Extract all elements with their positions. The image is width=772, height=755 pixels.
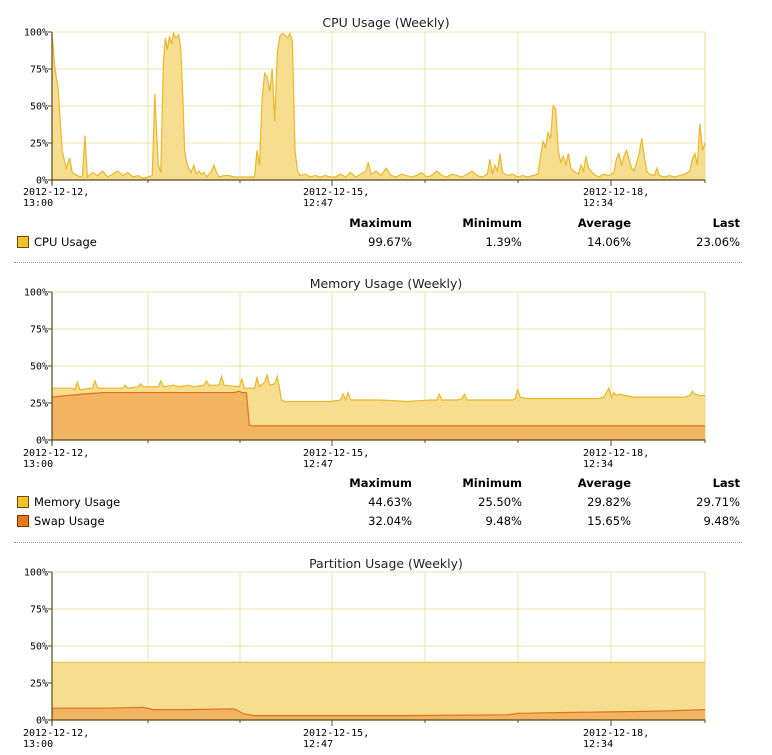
y-tick-label: 75%	[30, 325, 48, 336]
x-tick-label: 2012-12-15, 12:47	[303, 448, 370, 470]
x-tick-label: 2012-12-18, 12:34	[583, 728, 650, 750]
y-tick-label: 50%	[30, 102, 48, 113]
stat-header-average: Average	[577, 476, 631, 490]
stat-value: 1.39%	[485, 235, 522, 249]
stat-value: 23.06%	[696, 235, 740, 249]
cpu-usage-chart: 100% 75% 50% 25% 0%	[24, 28, 706, 187]
y-tick-label: 25%	[30, 399, 48, 410]
y-tick-label: 75%	[30, 65, 48, 76]
series-line	[51, 31, 706, 180]
x-tick-label: 2012-12-12, 13:00	[23, 448, 90, 470]
y-tick-label: 50%	[30, 362, 48, 373]
chart-title: Memory Usage (Weekly)	[309, 276, 463, 291]
stat-value: 32.04%	[368, 514, 412, 528]
cpu-usage-panel: CPU Usage (Weekly) 100% 75% 50% 25% 0% 2012-…	[0, 0, 772, 262]
y-tick-label: 25%	[30, 139, 48, 150]
stat-value: 44.63%	[368, 495, 412, 509]
stat-value: 25.50%	[478, 495, 522, 509]
separator	[14, 542, 742, 543]
memory-usage-chart: 100% 75% 50% 25% 0%	[24, 288, 706, 447]
y-tick-label: 0%	[36, 436, 48, 447]
stat-value: 29.82%	[587, 495, 631, 509]
partition-usage-chart: 100% 75% 50% 25% 0%	[24, 568, 706, 727]
stat-header-last: Last	[712, 476, 740, 490]
stat-header-average: Average	[577, 216, 631, 230]
y-tick-label: 50%	[30, 642, 48, 653]
stat-header-maximum: Maximum	[349, 476, 412, 490]
y-tick-label: 100%	[24, 288, 48, 299]
legend-swatch	[17, 496, 29, 508]
y-tick-label: 100%	[24, 28, 48, 39]
legend-label: Swap Usage	[34, 514, 105, 528]
x-tick-label: 2012-12-15, 12:47	[303, 728, 370, 750]
x-tick-label: 2012-12-18, 12:34	[583, 448, 650, 470]
legend-swatch	[17, 515, 29, 527]
y-tick-label: 100%	[24, 568, 48, 579]
stat-header-minimum: Minimum	[462, 216, 522, 230]
series-area	[52, 662, 705, 720]
chart-title: Partition Usage (Weekly)	[309, 556, 463, 571]
y-tick-label: 75%	[30, 605, 48, 616]
stat-value: 15.65%	[587, 514, 631, 528]
x-tick-label: 2012-12-12, 13:00	[23, 728, 90, 750]
x-tick-label: 2012-12-18, 12:34	[583, 187, 650, 209]
stat-header-last: Last	[712, 216, 740, 230]
y-tick-label: 0%	[36, 716, 48, 727]
legend-label: Memory Usage	[34, 495, 121, 509]
y-tick-label: 25%	[30, 679, 48, 690]
series-area	[52, 391, 705, 440]
stat-value: 14.06%	[587, 235, 631, 249]
stat-value: 9.48%	[703, 514, 740, 528]
separator	[14, 262, 742, 263]
legend-swatch	[17, 236, 29, 248]
y-tick-label: 0%	[36, 176, 48, 187]
series-line	[52, 706, 706, 717]
series-area	[52, 707, 705, 720]
legend-label: CPU Usage	[34, 235, 97, 249]
chart-title: CPU Usage (Weekly)	[322, 15, 450, 30]
series-line	[52, 372, 705, 403]
stat-value: 9.48%	[485, 514, 522, 528]
stat-header-maximum: Maximum	[349, 216, 412, 230]
stat-header-minimum: Minimum	[462, 476, 522, 490]
stat-value: 29.71%	[696, 495, 740, 509]
x-tick-label: 2012-12-15, 12:47	[303, 187, 370, 209]
stat-value: 99.67%	[368, 235, 412, 249]
x-tick-label: 2012-12-12, 13:00	[23, 187, 90, 209]
partition-usage-panel: Partition Usage (Weekly) 100% 75% 50% 25% 0%…	[0, 542, 772, 755]
series-line	[51, 390, 705, 427]
memory-usage-panel: Memory Usage (Weekly) 100% 75% 50% 25% 0% 20…	[0, 262, 772, 542]
